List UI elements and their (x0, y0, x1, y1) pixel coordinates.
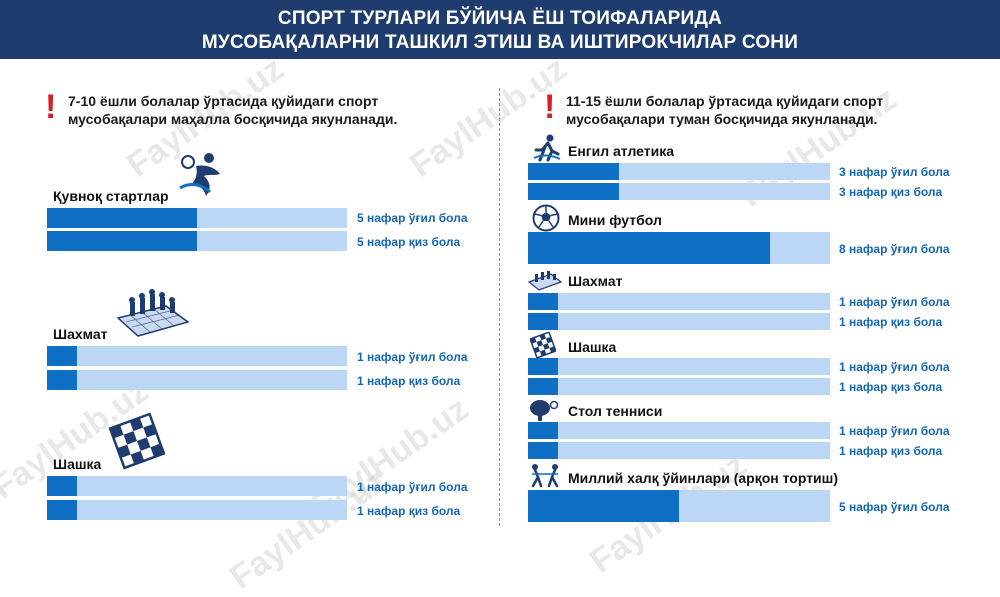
bar (528, 442, 559, 459)
bar (528, 358, 559, 375)
bar-label: 1 нафар ўғил бола (839, 424, 950, 438)
bar (47, 500, 77, 520)
bar (528, 422, 559, 439)
bar-track (528, 293, 830, 310)
bar-label: 5 нафар ўғил бола (357, 211, 468, 225)
chess-board-icon (116, 289, 190, 337)
bar-label: 3 нафар ўғил бола (839, 165, 950, 179)
bar-label: 5 нафар қиз бола (357, 235, 461, 249)
bar-label: 3 нафар қиз бола (839, 185, 943, 199)
bar-track (528, 378, 830, 395)
bar (47, 346, 77, 366)
bar-label: 5 нафар ўғил бола (839, 500, 950, 514)
category-title: Енгил атлетика (568, 143, 675, 159)
bar-label: 1 нафар ўғил бола (839, 360, 950, 374)
bar-track (528, 490, 830, 522)
bar (528, 183, 619, 200)
checkers-board-icon (530, 332, 556, 358)
right-note: 11-15 ёшли болалар ўртасида қуйидаги спо… (566, 92, 883, 128)
header-banner: СПОРТ ТУРЛАРИ БЎЙИЧА ЁШ ТОИФАЛАРИДА МУСО… (0, 0, 1000, 59)
alert-exclamation-icon: ! (45, 88, 57, 126)
left-note-line1: 7-10 ёшли болалар ўртасида қуйидаги спор… (68, 93, 379, 109)
right-note-line1: 11-15 ёшли болалар ўртасида қуйидаги спо… (566, 93, 884, 109)
bar-label: 1 нафар қиз бола (839, 380, 943, 394)
category-title: Шахмат (568, 273, 623, 289)
category-title: Шашка (568, 339, 617, 355)
bar-track (528, 422, 830, 439)
category-title: Шашка (53, 456, 102, 472)
right-note-line2: мусобақалари туман босқичида якунланади. (566, 111, 878, 127)
bar-track (47, 476, 347, 496)
bar-track (528, 232, 830, 264)
bar (528, 163, 619, 180)
bar-track (528, 313, 830, 330)
bar (528, 313, 559, 330)
header-title-line1: СПОРТ ТУРЛАРИ БЎЙИЧА ЁШ ТОИФАЛАРИДА (277, 8, 723, 29)
bar-track (47, 208, 347, 228)
bar-track (47, 231, 347, 251)
bar-track (47, 346, 347, 366)
section-divider (499, 88, 500, 526)
category-title: Қувноқ стартлар (53, 188, 169, 204)
left-note-line2: мусобақалари маҳалла босқичида якунланад… (68, 111, 398, 127)
bar (528, 378, 559, 395)
bar (47, 231, 197, 251)
bar-label: 8 нафар ўғил бола (839, 242, 950, 256)
bar-label: 1 нафар қиз бола (839, 444, 943, 458)
bar-track (47, 500, 347, 520)
bar-label: 1 нафар қиз бола (357, 504, 461, 518)
bar (528, 232, 770, 264)
runner-icon (533, 134, 561, 162)
bar-track (528, 183, 830, 200)
bar-label: 1 нафар қиз бола (839, 315, 943, 329)
tug-of-war-icon (531, 464, 559, 488)
bar (47, 476, 77, 496)
soccer-ball-icon (532, 204, 560, 232)
bar-track (528, 163, 830, 180)
table-tennis-icon (530, 400, 559, 421)
category-title: Мини футбол (568, 212, 662, 228)
bar (528, 293, 559, 310)
handball-player-icon (179, 153, 220, 196)
category-title: Шахмат (53, 326, 108, 342)
checkers-board-icon (108, 412, 166, 470)
bar-label: 1 нафар ўғил бола (357, 480, 468, 494)
bar-track (528, 442, 830, 459)
bar-label: 1 нафар ўғил бола (839, 295, 950, 309)
bar-track (47, 370, 347, 390)
alert-exclamation-icon: ! (544, 88, 556, 126)
header-title-line2: МУСОБАҚАЛАРНИ ТАШКИЛ ЭТИШ ВА ИШТИРОКЧИЛА… (201, 32, 799, 53)
bar (528, 490, 679, 522)
bar (47, 370, 77, 390)
bar-label: 1 нафар қиз бола (357, 374, 461, 388)
category-title: Миллий халқ ўйинлари (арқон тортиш) (568, 470, 838, 486)
chess-board-icon (527, 271, 563, 291)
bar-track (528, 358, 830, 375)
left-note: 7-10 ёшли болалар ўртасида қуйидаги спор… (68, 92, 397, 128)
bar (47, 208, 197, 228)
category-title: Стол тенниси (568, 403, 663, 419)
bar-label: 1 нафар ўғил бола (357, 350, 468, 364)
